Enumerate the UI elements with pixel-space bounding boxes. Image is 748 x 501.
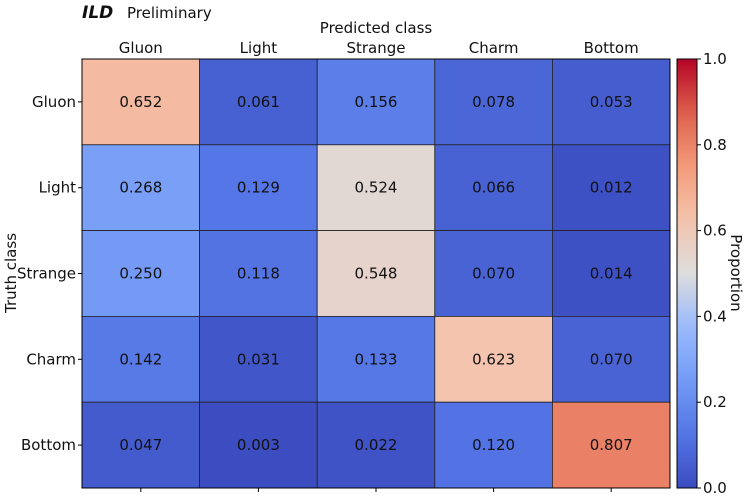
cell-value-label: 0.120 bbox=[472, 436, 515, 454]
heatmap-cell-strange-light bbox=[199, 230, 318, 317]
cell-value-label: 0.524 bbox=[355, 179, 398, 197]
x-tick-label-strange: Strange bbox=[346, 39, 405, 57]
cell-value-label: 0.070 bbox=[590, 350, 633, 368]
cell-value-label: 0.003 bbox=[237, 436, 280, 454]
cell-value-label: 0.807 bbox=[590, 436, 633, 454]
heatmap-cell-light-light bbox=[199, 144, 318, 232]
colorbar-tick-label: 0.4 bbox=[703, 307, 727, 325]
cell-value-label: 0.031 bbox=[237, 350, 280, 368]
x-axis-title: Predicted class bbox=[320, 19, 433, 37]
heatmap-cell-gluon-charm bbox=[434, 58, 553, 146]
experiment-label: ILD bbox=[82, 3, 113, 23]
heatmap-cell-charm-charm bbox=[434, 315, 553, 403]
plot-frame bbox=[81, 58, 671, 489]
colorbar: 0.0 0.2 0.4 0.6 0.8 1.0 bbox=[676, 50, 727, 497]
colorbar-tick-label: 0.0 bbox=[703, 479, 727, 497]
heatmap-cell-bottom-bottom bbox=[552, 401, 671, 489]
heatmap-cell-strange-bottom bbox=[552, 230, 671, 317]
cell-value-label: 0.022 bbox=[355, 436, 398, 454]
cell-value-label: 0.078 bbox=[472, 93, 515, 111]
colorbar-tick-label: 0.6 bbox=[703, 222, 727, 240]
heatmap-cells: 0.652 0.061 0.156 0.078 0.053 0.268 0.129 0.524… bbox=[81, 58, 671, 489]
heatmap-cell-strange-charm bbox=[434, 230, 553, 317]
cell-value-label: 0.652 bbox=[119, 93, 162, 111]
y-tick-label-gluon: Gluon bbox=[32, 93, 76, 111]
heatmap-cell-light-strange bbox=[316, 144, 436, 232]
colorbar-tick-label: 1.0 bbox=[703, 50, 727, 68]
heatmap-cell-charm-strange bbox=[316, 315, 436, 403]
cell-value-label: 0.070 bbox=[472, 265, 515, 283]
y-axis-title: Truth class bbox=[2, 233, 20, 314]
x-tick-label-charm: Charm bbox=[469, 39, 519, 57]
preliminary-label: Preliminary bbox=[127, 4, 212, 22]
cell-value-label: 0.066 bbox=[472, 179, 515, 197]
cell-value-label: 0.118 bbox=[237, 265, 280, 283]
x-tick-label-light: Light bbox=[240, 39, 278, 57]
cell-value-label: 0.053 bbox=[590, 93, 633, 111]
heatmap-cell-bottom-charm bbox=[434, 401, 553, 489]
cell-value-label: 0.061 bbox=[237, 93, 280, 111]
cell-value-label: 0.014 bbox=[590, 265, 633, 283]
cell-value-label: 0.133 bbox=[355, 350, 398, 368]
cell-value-label: 0.268 bbox=[119, 179, 162, 197]
y-tick-label-bottom: Bottom bbox=[21, 436, 76, 454]
cell-value-label: 0.047 bbox=[119, 436, 162, 454]
x-tick-label-bottom: Bottom bbox=[584, 39, 639, 57]
heatmap-cell-light-gluon bbox=[81, 144, 200, 232]
heatmap-cell-strange-gluon bbox=[81, 230, 200, 317]
colorbar-tick-label: 0.8 bbox=[703, 136, 727, 154]
chart-header: ILD Preliminary bbox=[82, 3, 212, 23]
cell-value-label: 0.142 bbox=[119, 350, 162, 368]
heatmap-cell-light-charm bbox=[434, 144, 553, 232]
cell-value-label: 0.250 bbox=[119, 265, 162, 283]
colorbar-gradient bbox=[676, 58, 698, 489]
colorbar-title: Proportion bbox=[727, 234, 745, 311]
y-tick-label-light: Light bbox=[39, 179, 77, 197]
cell-value-label: 0.012 bbox=[590, 179, 633, 197]
y-tick-label-charm: Charm bbox=[26, 350, 76, 368]
y-tick-label-strange: Strange bbox=[17, 265, 76, 283]
x-tick-label-gluon: Gluon bbox=[119, 39, 163, 57]
cell-value-label: 0.129 bbox=[237, 179, 280, 197]
x-tick-labels: Gluon Light Strange Charm Bottom bbox=[119, 39, 639, 492]
heatmap-cell-bottom-gluon bbox=[81, 401, 200, 489]
heatmap-cell-bottom-light bbox=[199, 401, 318, 489]
heatmap-cell-strange-strange bbox=[316, 230, 436, 317]
colorbar-tick-label: 0.2 bbox=[703, 393, 727, 411]
cell-value-label: 0.156 bbox=[355, 93, 398, 111]
cell-value-label: 0.623 bbox=[472, 350, 515, 368]
cell-value-label: 0.548 bbox=[355, 265, 398, 283]
y-tick-labels: Gluon Light Strange Charm Bottom bbox=[17, 93, 82, 454]
